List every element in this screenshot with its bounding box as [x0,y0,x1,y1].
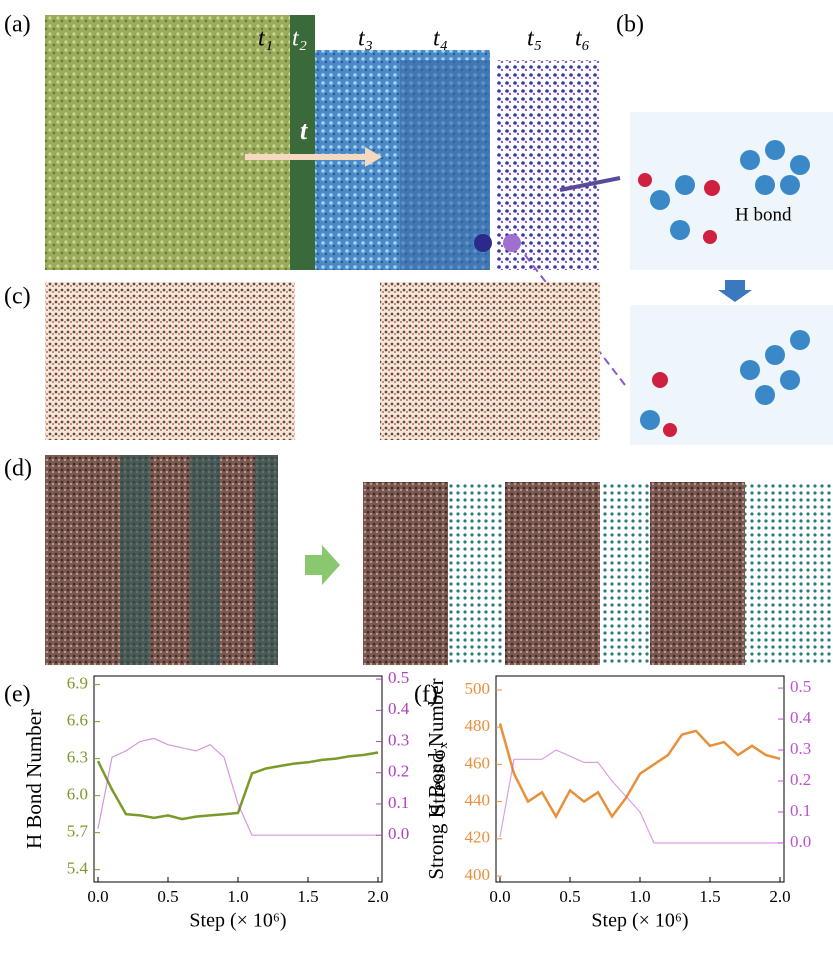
series-line [98,738,378,835]
y2-tick-label: 0.5 [790,677,811,696]
x-axis-label: Step (× 10⁶) [591,910,688,932]
time-label: t₂ [292,26,307,52]
x-tick-label: 0.5 [157,887,178,906]
y2-tick-label: 0.0 [388,824,409,843]
x-tick-label: 2.0 [367,887,388,906]
y-tick-label: 500 [465,679,491,698]
y-tick-label: 6.6 [67,711,88,730]
time-label: t₄ [433,26,448,52]
plot-frame [496,676,784,882]
x-tick-label: 2.0 [769,887,790,906]
y-tick-label: 6.0 [67,785,88,804]
panel-label: (a) [4,12,31,38]
x-tick-label: 0.0 [87,887,108,906]
y-tick-label: 420 [465,828,491,847]
panel-d-image [45,455,833,665]
y-tick-label: 460 [465,753,491,772]
y-axis-label: H Bond Number [22,709,46,849]
y2-tick-label: 0.4 [388,699,410,718]
plot-frame [94,676,382,882]
panel-label: (b) [616,12,644,38]
x-axis-label: Step (× 10⁶) [189,910,286,932]
time-label: t₆ [575,26,590,52]
x-tick-label: 1.0 [629,887,650,906]
panel-label: (e) [4,682,31,708]
annotation: H bond [735,204,792,225]
y-tick-label: 6.3 [67,748,88,767]
y-tick-label: 6.9 [67,674,88,693]
time-label: t₁ [258,26,273,52]
series-line [98,753,378,820]
y2-tick-label: 0.2 [790,770,811,789]
y2-tick-label: 0.5 [388,668,409,687]
y2-tick-label: 0.3 [790,739,811,758]
y2-tick-label: 0.4 [790,708,812,727]
time-label: t₃ [358,26,373,52]
x-tick-label: 1.5 [297,887,318,906]
y2-tick-label: 0.1 [790,801,811,820]
series-line [500,724,780,817]
panel-label: (c) [4,284,31,310]
x-tick-label: 1.0 [227,887,248,906]
y2-tick-label: 0.3 [388,730,409,749]
y-tick-label: 5.7 [67,822,89,841]
x-tick-label: 1.5 [699,887,720,906]
y2-axis-label: Stress σₓ [828,742,833,816]
y-tick-label: 5.4 [67,859,89,878]
y2-tick-label: 0.1 [388,793,409,812]
x-tick-label: 0.0 [489,887,510,906]
panel-c-image [45,282,600,440]
arrow-label: t [300,116,308,145]
panel-b-image [630,112,833,445]
y-tick-label: 400 [465,865,491,884]
y2-tick-label: 0.0 [790,832,811,851]
panel-label: (d) [4,456,32,482]
time-label: t₅ [527,26,542,52]
series-line [500,750,780,843]
figure: (a)(b)(c)(d)(e)(f)t₁t₂t₃t₄t₅t₆tH bond0.0… [0,0,833,975]
y2-tick-label: 0.2 [388,762,409,781]
y-axis-label: Strong H Bond Number [424,678,448,879]
y-tick-label: 440 [465,791,491,810]
y-tick-label: 480 [465,716,491,735]
x-tick-label: 0.5 [559,887,580,906]
